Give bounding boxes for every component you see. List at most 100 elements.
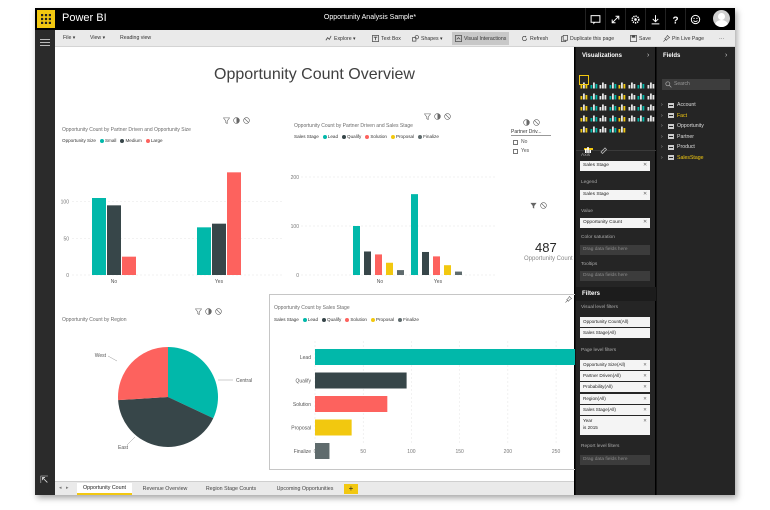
highlight-icon[interactable] xyxy=(523,119,530,126)
legend-item-qualify[interactable]: Qualify xyxy=(322,317,341,322)
none-icon[interactable] xyxy=(215,308,222,315)
page-tab-opportunity-count[interactable]: Opportunity Count xyxy=(77,483,132,495)
reading-view-button[interactable]: Reading view xyxy=(120,35,152,41)
visual-type-icon[interactable] xyxy=(599,87,607,100)
visual-type-icon[interactable] xyxy=(590,76,598,89)
refresh-button[interactable]: Refresh xyxy=(518,32,551,45)
filter-icon[interactable] xyxy=(195,308,202,315)
prev-page-arrow-icon[interactable]: ◂ xyxy=(59,485,62,491)
none-icon[interactable] xyxy=(444,113,451,120)
visual-type-icon[interactable] xyxy=(609,120,617,133)
download-icon[interactable] xyxy=(645,8,665,30)
file-menu[interactable]: File ▾ xyxy=(63,35,76,41)
filter-icon[interactable] xyxy=(223,117,230,124)
explore-button[interactable]: Explore ▾ xyxy=(322,32,359,45)
expand-chevron-icon[interactable]: › xyxy=(661,102,663,108)
visual-type-icon[interactable] xyxy=(609,109,617,122)
legend-item-proposal[interactable]: Proposal xyxy=(370,317,394,322)
filter-page-sales-stage[interactable]: Sales Stage(All) ✕ xyxy=(580,405,650,415)
expand-chevron-icon[interactable]: › xyxy=(661,154,663,161)
filter-icon[interactable] xyxy=(530,202,537,209)
remove-icon[interactable]: ✕ xyxy=(642,163,647,168)
legend-item-qualify[interactable]: Qualify xyxy=(342,134,361,139)
pin-live-page-button[interactable]: Pin Live Page xyxy=(660,32,707,45)
legend-item-solution[interactable]: Solution xyxy=(365,134,387,139)
visual-type-icon[interactable] xyxy=(609,87,617,100)
field-table-opportunity[interactable]: › Opportunity xyxy=(661,123,704,129)
legend-item-medium[interactable]: Medium xyxy=(120,138,142,143)
visual-type-icon[interactable] xyxy=(618,109,626,122)
remove-icon[interactable]: ✕ xyxy=(643,362,647,367)
filter-opportunity-count[interactable]: Opportunity Count(All) xyxy=(580,317,650,327)
legend-item-large[interactable]: Large xyxy=(145,138,163,143)
none-icon[interactable] xyxy=(243,117,250,124)
remove-icon[interactable]: ✕ xyxy=(643,418,647,423)
filter-icon[interactable] xyxy=(424,113,431,120)
visual-type-icon[interactable] xyxy=(637,98,645,111)
checkbox[interactable] xyxy=(513,148,518,154)
duplicate-page-button[interactable]: Duplicate this page xyxy=(558,32,617,45)
expand-chevron-icon[interactable]: › xyxy=(661,123,663,129)
hamburger-menu-icon[interactable] xyxy=(40,39,50,48)
settings-gear-icon[interactable] xyxy=(625,8,645,30)
visual-type-icon[interactable] xyxy=(580,98,588,111)
visual-type-icon[interactable] xyxy=(647,87,655,100)
field-table-partner[interactable]: › Partner xyxy=(661,134,694,140)
visual4-chart[interactable]: 050100150200250LeadQualifySolutionPropos… xyxy=(269,327,589,467)
fullscreen-icon[interactable] xyxy=(605,8,625,30)
expand-arrow-icon[interactable]: ⇱ xyxy=(40,475,49,486)
legend-item-solution[interactable]: Solution xyxy=(345,317,367,322)
feedback-smiley-icon[interactable] xyxy=(685,8,705,30)
field-table-fact[interactable]: › Fact xyxy=(661,113,687,119)
collapse-chevron-icon[interactable]: › xyxy=(647,52,650,59)
expand-chevron-icon[interactable]: › xyxy=(661,133,663,140)
visual-type-icon[interactable] xyxy=(599,76,607,89)
visual-type-icon[interactable] xyxy=(580,120,588,133)
format-paint-roller-icon[interactable] xyxy=(600,141,609,155)
visual-type-icon[interactable] xyxy=(647,98,655,111)
highlight-icon[interactable] xyxy=(205,308,212,315)
visual-type-icon[interactable] xyxy=(628,98,636,111)
shapes-button[interactable]: Shapes ▾ xyxy=(409,32,446,45)
add-page-button[interactable]: + xyxy=(344,484,358,494)
visual-type-icon[interactable] xyxy=(590,98,598,111)
fields-search-input[interactable]: Search xyxy=(662,79,730,90)
remove-icon[interactable]: ✕ xyxy=(643,384,647,389)
visual-type-icon[interactable] xyxy=(628,76,636,89)
axis-well[interactable]: Sales Stage ✕ xyxy=(580,161,650,171)
visual-type-icon[interactable] xyxy=(590,120,598,133)
visual2-chart[interactable]: 0 100 200 No Yes xyxy=(287,144,507,289)
visual-type-icon[interactable] xyxy=(637,76,645,89)
remove-icon[interactable]: ✕ xyxy=(642,192,647,197)
visual-type-icon[interactable] xyxy=(609,98,617,111)
visual-type-icon[interactable] xyxy=(628,109,636,122)
remove-icon[interactable]: ✕ xyxy=(643,396,647,401)
more-options-button[interactable]: ··· xyxy=(719,35,725,42)
next-page-arrow-icon[interactable]: ▸ xyxy=(66,485,69,491)
checkbox[interactable] xyxy=(513,139,518,145)
visual-type-icon[interactable] xyxy=(609,76,617,89)
filter-sales-stage[interactable]: Sales Stage(All) xyxy=(580,328,650,338)
pin-icon[interactable] xyxy=(565,296,572,303)
help-icon[interactable]: ? xyxy=(665,8,685,30)
value-well[interactable]: Opportunity Count ✕ xyxy=(580,218,650,228)
visual-type-icon[interactable] xyxy=(647,109,655,122)
visual3-chart[interactable]: West Central East xyxy=(75,337,265,467)
visual-type-icon[interactable] xyxy=(580,109,588,122)
report-filters-well[interactable]: Drag data fields here xyxy=(580,455,650,465)
text-box-button[interactable]: Text Box xyxy=(369,32,404,45)
field-table-product[interactable]: › Product xyxy=(661,144,695,150)
remove-icon[interactable]: ✕ xyxy=(643,373,647,378)
page-tab-region-stage-counts[interactable]: Region Stage Counts xyxy=(205,486,257,492)
visual-type-icon[interactable] xyxy=(579,75,589,89)
tooltips-well[interactable]: Drag data fields here xyxy=(580,271,650,281)
visual-type-icon[interactable] xyxy=(590,87,598,100)
remove-icon[interactable]: ✕ xyxy=(642,220,647,225)
legend-item-small[interactable]: Small xyxy=(99,138,116,143)
slicer-option-yes[interactable]: Yes xyxy=(513,148,529,154)
visual-type-icon[interactable] xyxy=(599,120,607,133)
legend-item-lead[interactable]: Lead xyxy=(322,134,338,139)
legend-item-lead[interactable]: Lead xyxy=(302,317,318,322)
page-tab-revenue-overview[interactable]: Revenue Overview xyxy=(142,486,188,492)
highlight-icon[interactable] xyxy=(434,113,441,120)
